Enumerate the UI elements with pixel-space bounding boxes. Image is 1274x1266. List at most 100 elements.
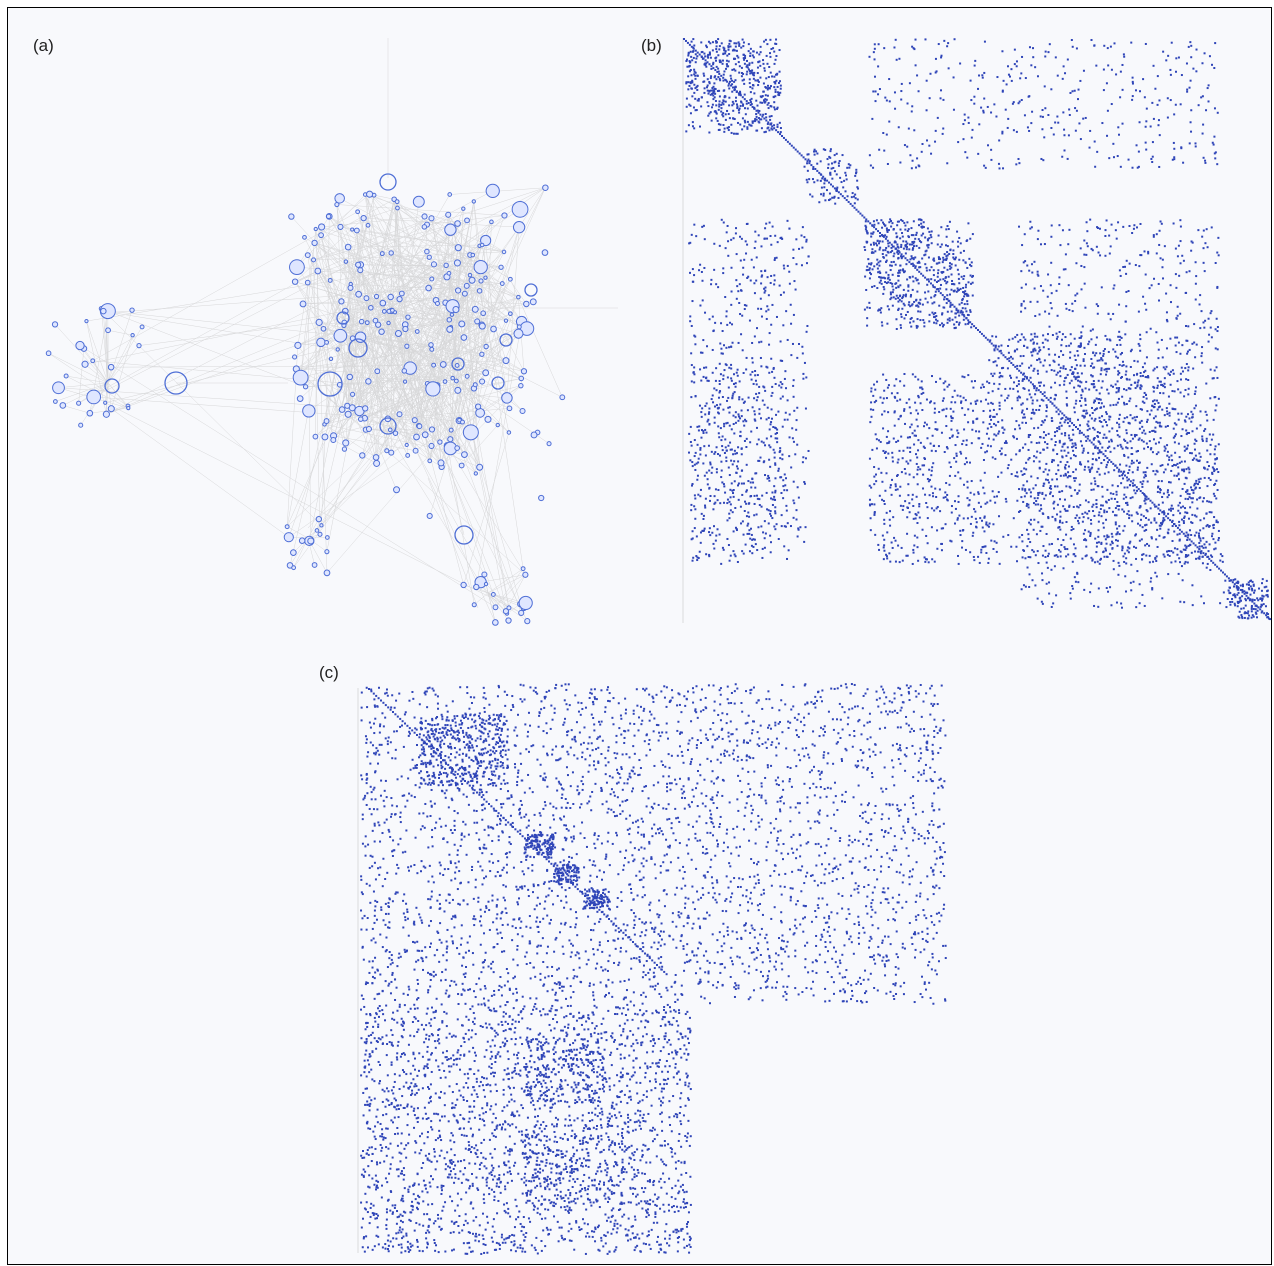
network-node xyxy=(454,220,461,227)
matrix-cell xyxy=(708,82,711,85)
matrix-cell xyxy=(772,95,775,98)
matrix-cell xyxy=(1129,365,1132,368)
matrix-cell xyxy=(1132,479,1135,482)
matrix-cell xyxy=(1007,464,1010,467)
matrix-cell xyxy=(720,110,723,113)
network-nodes xyxy=(45,173,566,626)
matrix-cell xyxy=(747,275,750,278)
matrix-cell xyxy=(1025,468,1028,471)
matrix-cell xyxy=(718,100,721,103)
matrix-cell xyxy=(1084,499,1087,502)
matrix-cell xyxy=(1038,460,1041,463)
matrix-cell xyxy=(1213,67,1216,70)
matrix-cell xyxy=(833,196,836,199)
network-node xyxy=(428,342,434,348)
matrix-cell xyxy=(1151,160,1154,163)
network-node xyxy=(518,382,524,389)
matrix-cell xyxy=(1092,443,1095,446)
network-node xyxy=(495,422,500,428)
matrix-cell xyxy=(753,292,756,295)
matrix-cell xyxy=(916,304,919,307)
network-node xyxy=(484,415,492,423)
matrix-cell xyxy=(814,167,817,170)
matrix-cell xyxy=(734,85,737,88)
matrix-cell xyxy=(1194,487,1197,490)
matrix-cell xyxy=(775,38,778,41)
matrix-cell xyxy=(1087,425,1090,428)
matrix-cell xyxy=(1011,357,1014,360)
matrix-cell xyxy=(1116,356,1119,359)
matrix-cell xyxy=(1201,95,1204,98)
matrix-cell xyxy=(1170,469,1173,472)
matrix-cell xyxy=(946,280,949,283)
matrix-cell xyxy=(683,38,685,40)
matrix-cell xyxy=(1022,373,1025,376)
matrix-cell xyxy=(767,308,770,311)
network-edge xyxy=(457,390,479,407)
matrix-cell xyxy=(784,411,787,414)
matrix-cell xyxy=(717,396,720,399)
matrix-cell xyxy=(792,395,795,398)
matrix-cell xyxy=(739,104,742,107)
matrix-cell xyxy=(1079,343,1082,346)
matrix-cell xyxy=(1195,427,1198,430)
network-node xyxy=(426,254,432,260)
matrix-cell xyxy=(759,456,762,459)
matrix-cell xyxy=(1098,431,1101,434)
matrix-cell xyxy=(1136,468,1139,471)
network-node xyxy=(90,358,96,364)
matrix-cell xyxy=(1194,142,1197,145)
matrix-cell xyxy=(751,69,754,72)
matrix-cell xyxy=(1060,424,1063,427)
matrix-cell xyxy=(1012,517,1015,520)
network-edge xyxy=(55,382,109,402)
matrix-cell xyxy=(714,40,717,43)
matrix-cell xyxy=(897,252,900,255)
matrix-cell xyxy=(1054,444,1057,447)
network-edge xyxy=(307,254,400,415)
matrix-cell xyxy=(1261,594,1264,597)
matrix-cell xyxy=(881,252,884,255)
matrix-cell xyxy=(998,408,1001,411)
matrix-cell xyxy=(1094,165,1097,168)
matrix-cell xyxy=(757,526,760,529)
matrix-cell xyxy=(991,402,994,405)
matrix-cell xyxy=(1234,596,1237,599)
network-edge xyxy=(356,230,428,384)
matrix-cell xyxy=(778,92,781,95)
matrix-cell xyxy=(1128,400,1131,403)
matrix-cell xyxy=(741,79,744,82)
matrix-cell xyxy=(919,319,922,322)
matrix-cell xyxy=(896,220,899,223)
network-edge xyxy=(300,226,322,378)
matrix-cell xyxy=(962,249,965,252)
matrix-cell xyxy=(921,143,924,146)
matrix-cell xyxy=(1140,419,1143,422)
matrix-cell xyxy=(703,52,706,55)
matrix-cell xyxy=(1129,497,1132,500)
network-node xyxy=(546,441,552,447)
matrix-cell xyxy=(1022,336,1025,339)
matrix-cell xyxy=(968,257,971,260)
network-node xyxy=(311,562,318,568)
matrix-cell xyxy=(1039,451,1042,454)
network-node xyxy=(338,298,345,305)
network-node xyxy=(502,357,510,365)
matrix-cell xyxy=(728,474,731,477)
network-node xyxy=(449,312,455,317)
matrix-cell xyxy=(1065,376,1068,379)
matrix-cell xyxy=(940,89,943,92)
matrix-cell xyxy=(992,523,995,526)
matrix-cell xyxy=(1121,508,1124,511)
matrix-cell xyxy=(830,183,832,186)
matrix-cell xyxy=(1204,161,1207,164)
matrix-cell xyxy=(1194,454,1197,457)
matrix-cell xyxy=(969,237,972,240)
matrix-cell xyxy=(722,100,725,103)
matrix-cell xyxy=(760,270,763,273)
matrix-cell xyxy=(1043,384,1046,387)
matrix-cell xyxy=(749,99,752,102)
matrix-cell xyxy=(1167,395,1170,398)
matrix-cell xyxy=(1044,55,1047,58)
network-edge xyxy=(365,408,442,464)
